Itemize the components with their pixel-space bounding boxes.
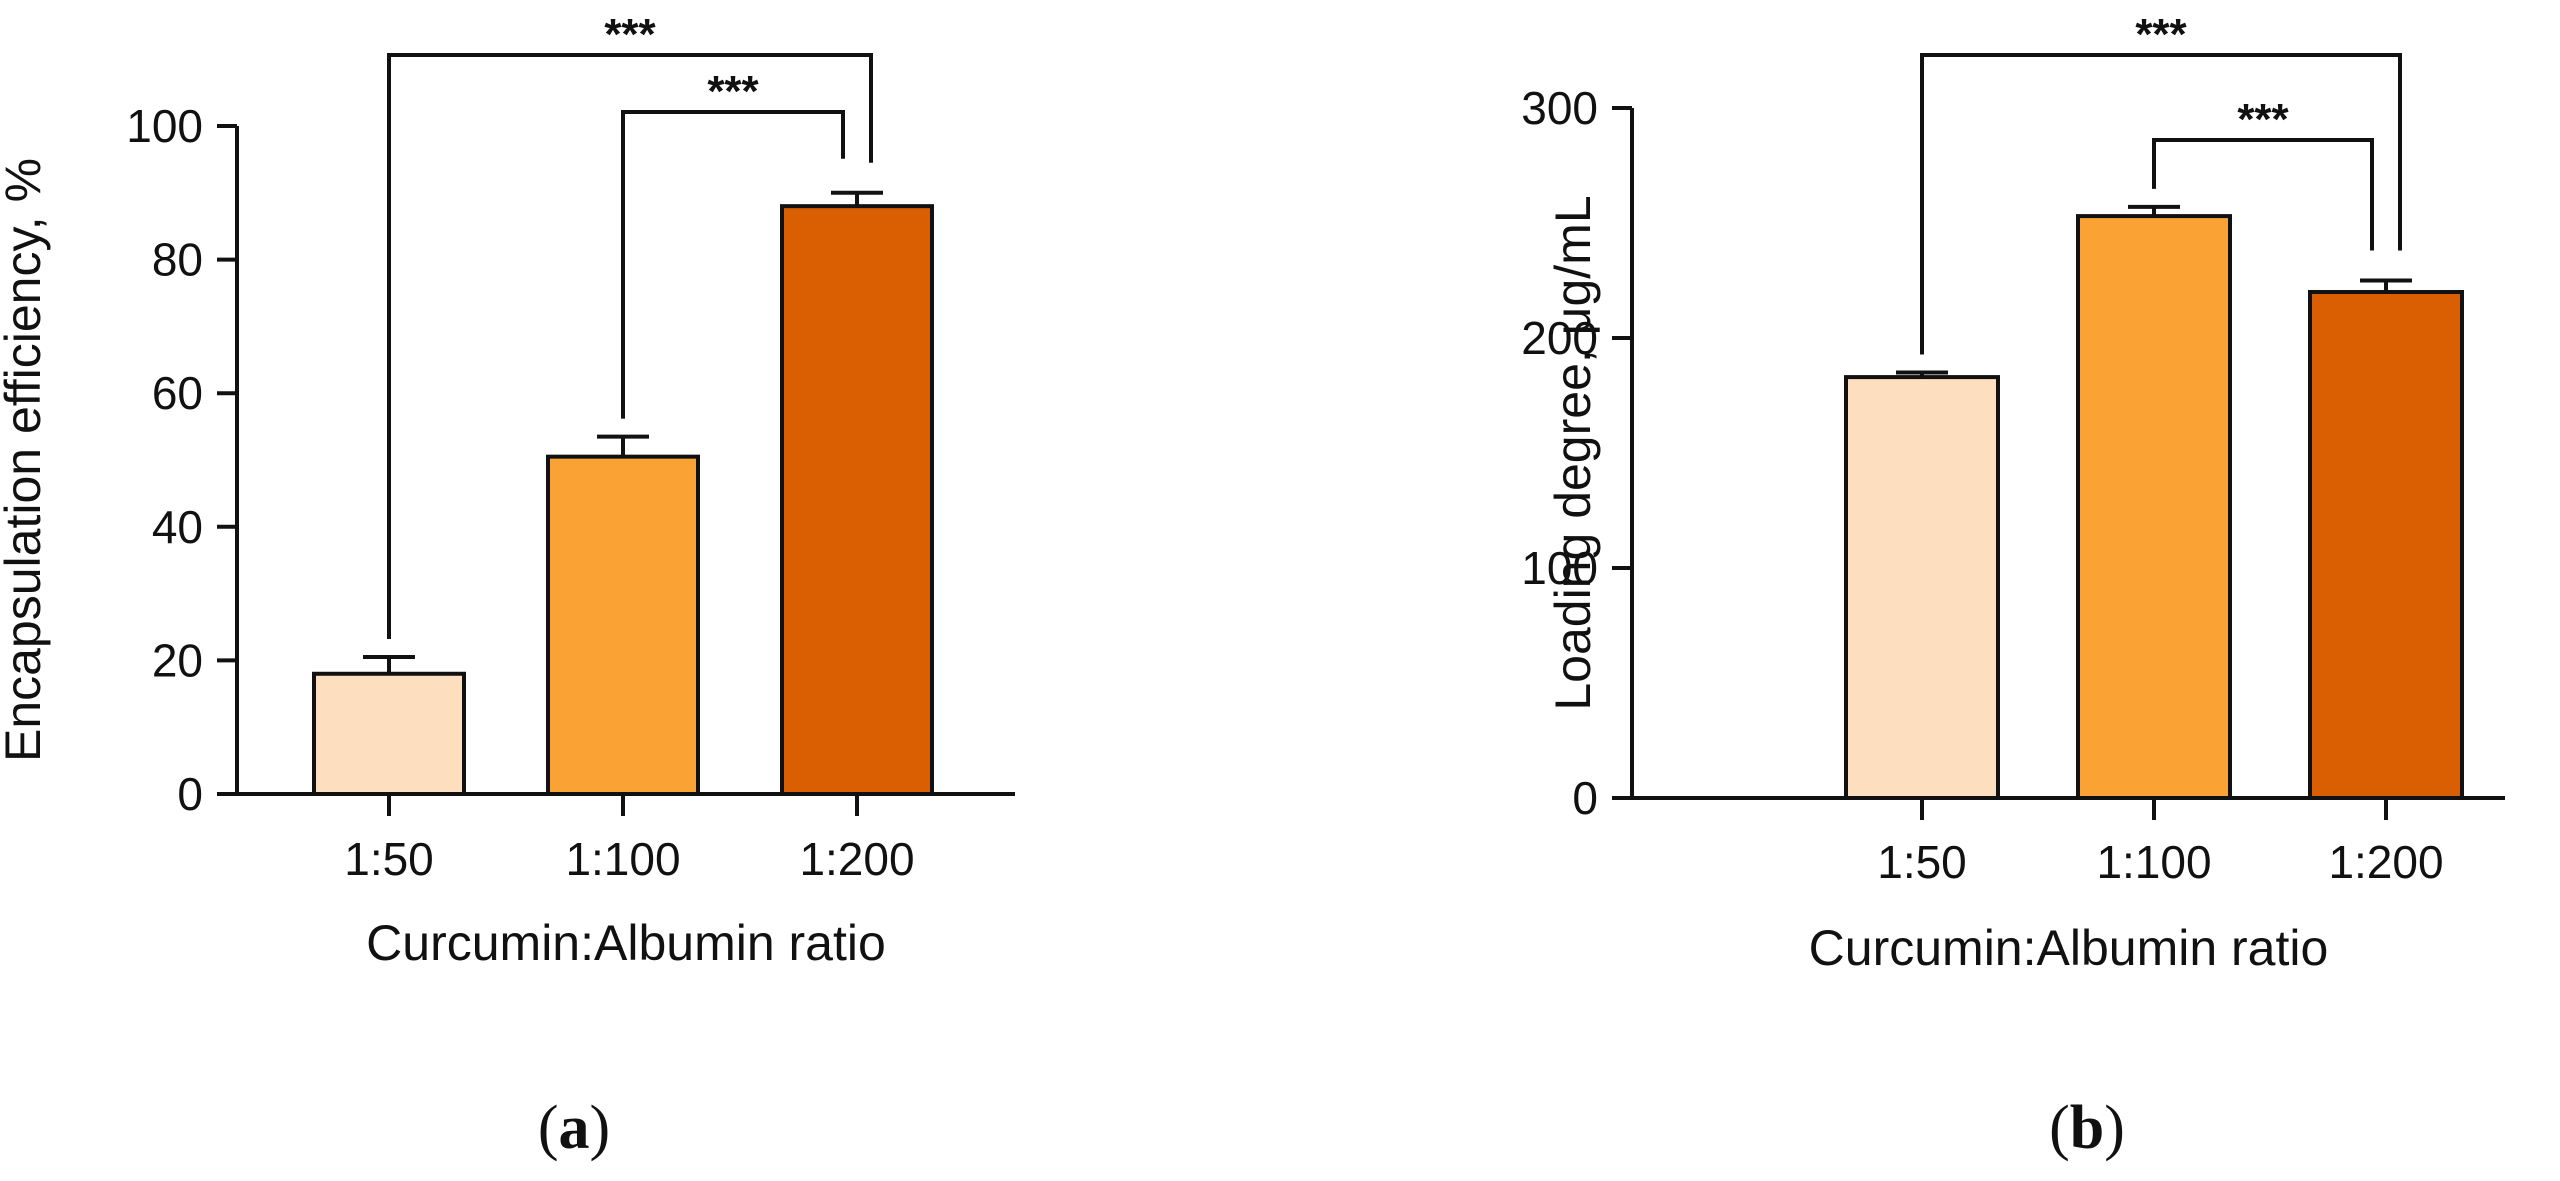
significance-label: *** [604,10,656,59]
y-tick-label: 20 [152,634,203,686]
chart-a: 0 20 40 60 80 100 1:50 1:100 1:200 Curcumin:Album… [0,10,1015,971]
y-axis-title: Loading degree, μg/mL [1545,195,1601,710]
chart-b: 0 100 200 300 1:50 1:100 1:200 Curcumin:Albumin… [1521,10,2505,976]
bar-1:100 [546,454,700,796]
y-tick-label: 40 [152,501,203,553]
x-tick-label: 1:50 [344,833,434,885]
significance-label: *** [2237,95,2289,144]
significance-bracket [1920,53,2402,355]
y-tick-label: 60 [152,367,203,419]
significance-bracket [621,110,845,419]
x-tick-label: 1:200 [799,833,914,885]
y-tick-label: 100 [1521,542,1598,594]
x-tick-label: 1:50 [1877,836,1967,888]
y-tick-label: 100 [126,100,203,152]
x-tick-label: 1:100 [2096,836,2211,888]
significance-label: *** [2135,10,2187,59]
significance-bracket [387,53,873,640]
y-tick-label: 300 [1521,82,1598,134]
bar-1:200 [780,204,934,797]
bar-1:200 [2308,290,2464,800]
significance-label: *** [707,67,759,116]
y-tick-label: 0 [1572,772,1598,824]
x-tick-label: 1:100 [565,833,680,885]
x-tick-label: 1:200 [2328,836,2443,888]
bar-1:50 [312,671,466,797]
significance-bracket [2152,138,2374,251]
y-tick-label: 0 [177,768,203,820]
panel-label-b: (b) [2049,1094,2125,1162]
y-axis-title: Encapsulation efficiency, % [0,158,51,762]
x-axis-title: Curcumin:Albumin ratio [1809,920,2329,976]
bar-1:100 [2076,214,2232,801]
x-axis-title: Curcumin:Albumin ratio [366,915,886,971]
panel-label-a: (a) [538,1094,610,1162]
y-tick-label: 80 [152,234,203,286]
y-tick-label: 200 [1521,312,1598,364]
bar-1:50 [1844,375,2000,800]
